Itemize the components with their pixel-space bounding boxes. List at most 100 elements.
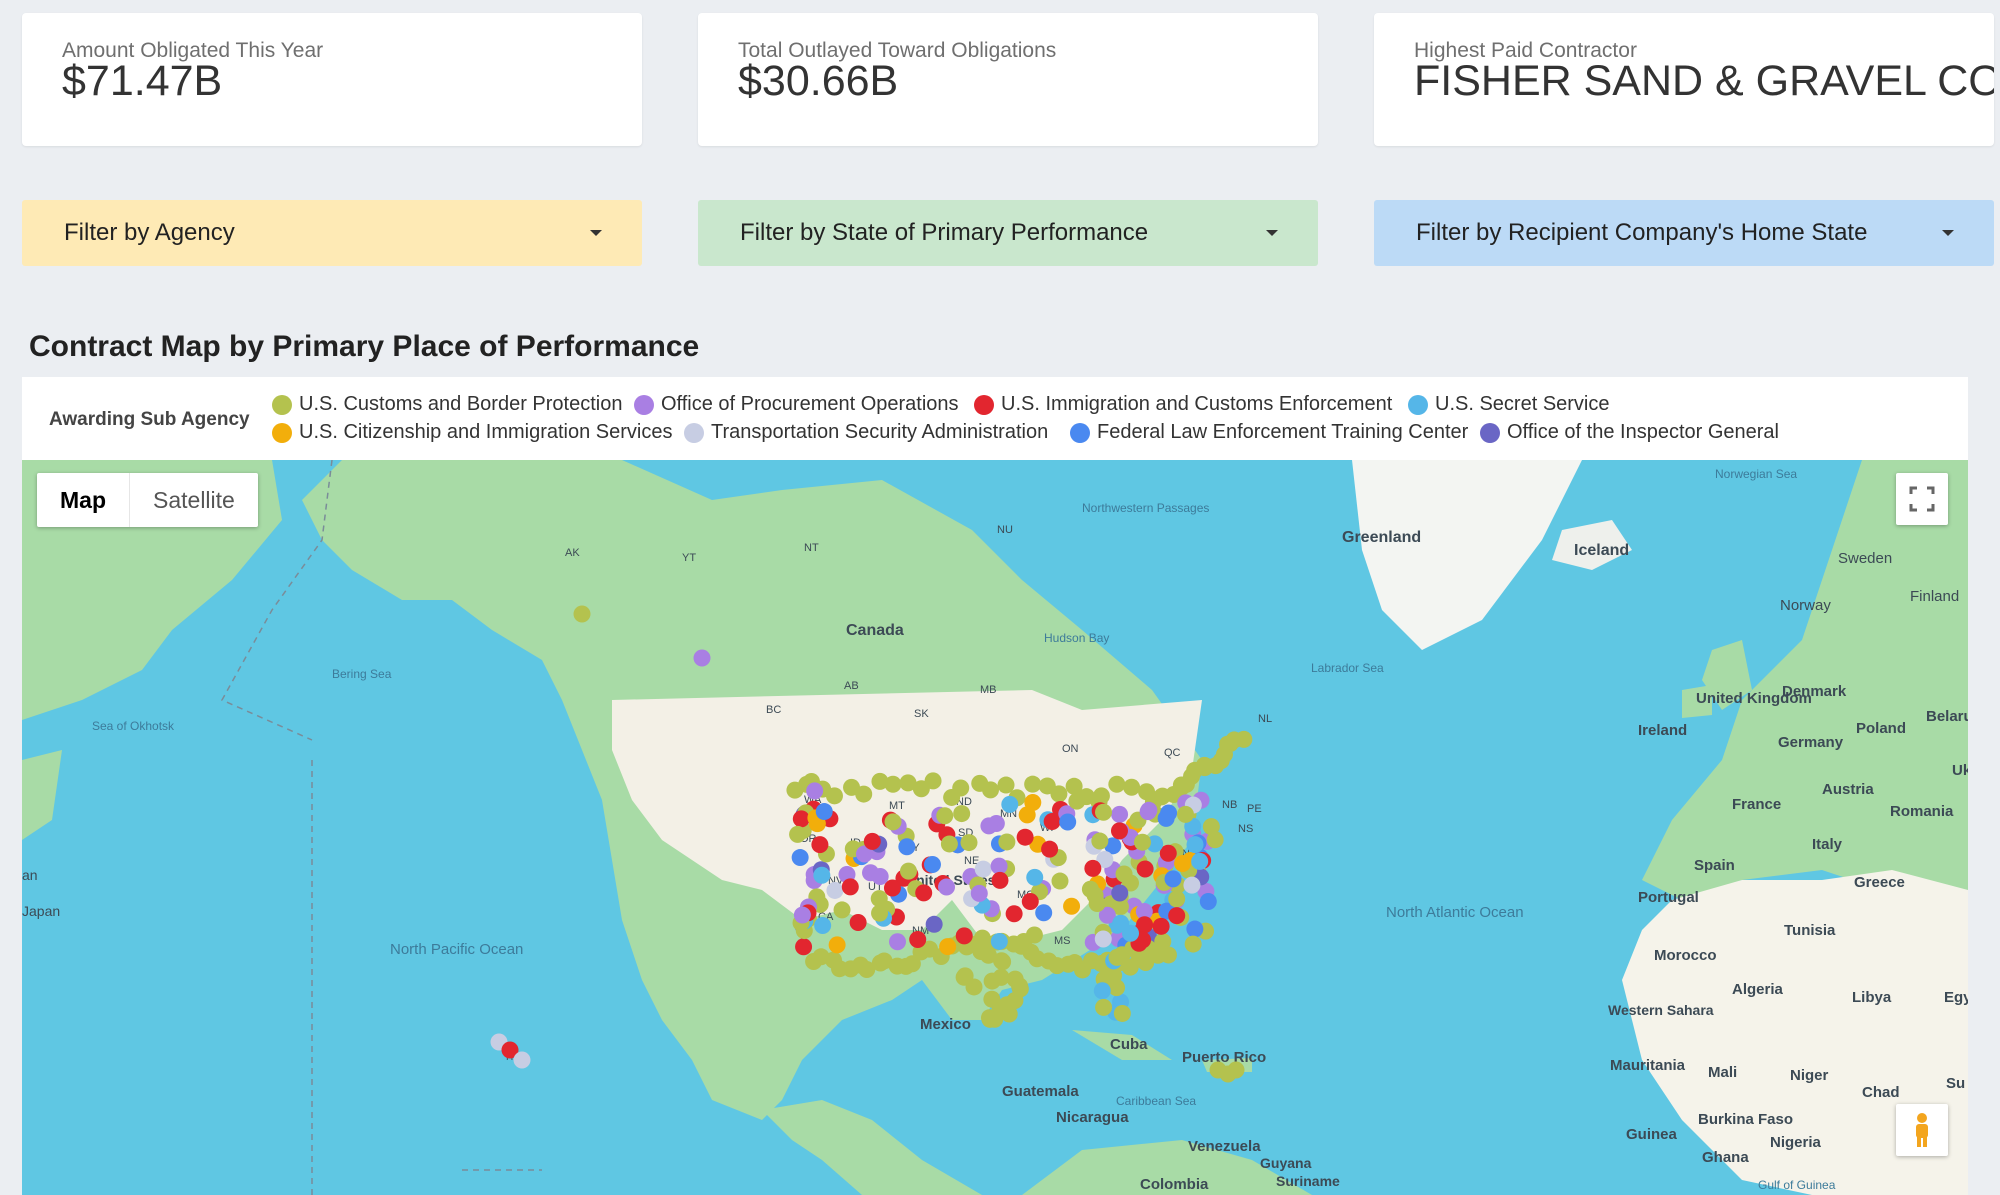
contract-marker [990,932,1008,950]
legend-swatch [272,422,292,443]
map-label: Tunisia [1784,922,1836,939]
map-label: Greece [1854,874,1905,891]
legend-item[interactable]: Federal Law Enforcement Training Center [1070,421,1468,444]
kpi-card-outlayed: Total Outlayed Toward Obligations $30.66… [698,13,1318,146]
contract-marker [814,916,832,934]
performance-state-filter-dropdown[interactable]: Filter by State of Primary Performance [698,200,1318,266]
fullscreen-button[interactable] [1896,473,1948,525]
map-label: Denmark [1782,683,1847,700]
contract-marker [789,825,807,843]
map-label: Portugal [1638,889,1699,906]
map-label: Guatemala [1002,1083,1079,1100]
legend-label: U.S. Customs and Border Protection [299,393,623,415]
contract-marker [1065,777,1083,795]
map-label: Iceland [1574,542,1629,559]
map-type-map-button[interactable]: Map [37,473,130,527]
map-label: BC [766,704,781,716]
map-label: Japan [22,903,60,919]
contract-marker [1191,852,1209,870]
contract-marker [855,845,873,863]
contract-marker [980,817,998,835]
contract-markers [490,605,1253,1083]
map-label: Italy [1812,836,1843,853]
map-label: Norwegian Sea [1715,467,1797,481]
contract-marker [1005,905,1023,923]
legend-swatch [634,394,654,415]
legend-label: U.S. Secret Service [1435,393,1610,415]
contract-marker [909,931,927,949]
legend-swatch [1480,422,1500,443]
legend-item[interactable]: U.S. Secret Service [1408,393,1610,416]
legend-item[interactable]: U.S. Citizenship and Immigration Service… [272,421,672,444]
street-view-button[interactable] [1896,1104,1948,1156]
legend-title: Awarding Sub Agency [49,409,250,430]
map-label: Guinea [1626,1126,1678,1143]
contract-marker [1135,903,1153,921]
contract-map[interactable]: Greenland Iceland Sweden Finland Norway … [22,460,1968,1195]
map-label: Suriname [1276,1173,1340,1189]
contract-marker [939,938,957,956]
map-label: Burkina Faso [1698,1111,1793,1128]
contract-marker [1183,876,1201,894]
legend-label: Office of Procurement Operations [661,393,959,415]
contract-marker [1068,792,1086,810]
legend-label: Transportation Security Administration [711,421,1049,443]
kpi-card-obligated: Amount Obligated This Year $71.47B [22,13,642,146]
contract-marker [1164,870,1182,888]
contract-marker [884,775,902,793]
pegman-icon [1916,1113,1928,1147]
map-label: Norway [1780,597,1831,614]
map-label: Austria [1822,781,1874,798]
contract-marker [1110,822,1128,840]
contract-marker [1098,906,1116,924]
contract-marker [1152,917,1170,935]
contract-marker [1174,855,1192,873]
contract-marker [883,879,901,897]
contract-marker [1184,935,1202,953]
contract-marker [915,884,933,902]
contract-marker [936,807,954,825]
contract-marker [1133,833,1151,851]
contract-marker [991,871,1009,889]
recipient-state-filter-dropdown[interactable]: Filter by Recipient Company's Home State [1374,200,1994,266]
legend-label: Office of the Inspector General [1507,421,1780,443]
map-label: Libya [1852,989,1892,1006]
contract-marker [855,785,873,803]
contract-marker [871,867,889,885]
map-label: Mexico [920,1016,971,1033]
contract-marker [1021,892,1039,910]
kpi-label: Highest Paid Contractor [1414,39,1637,62]
legend-item[interactable]: Transportation Security Administration [684,421,1048,444]
contract-marker [983,972,1001,990]
contract-marker [813,866,831,884]
contract-marker [1088,894,1106,912]
contract-marker [960,834,978,852]
contract-marker [1186,920,1204,938]
map-label: Su [1946,1075,1965,1092]
contract-marker [1227,1061,1245,1079]
kpi-value: $30.66B [738,57,899,105]
caret-down-icon [1266,230,1278,236]
map-label: Colombia [1140,1176,1209,1193]
legend-item[interactable]: Office of Procurement Operations [634,393,959,416]
map-label: Ghana [1702,1149,1749,1166]
legend-item[interactable]: U.S. Immigration and Customs Enforcement [974,393,1392,416]
map-label: Sea of Okhotsk [92,719,175,733]
agency-filter-dropdown[interactable]: Filter by Agency [22,200,642,266]
contract-marker [982,781,1000,799]
legend-label: Federal Law Enforcement Training Center [1097,421,1469,443]
map-label: NB [1222,799,1237,811]
map-label: Nigeria [1770,1134,1822,1151]
map-label: NL [1258,713,1272,725]
legend-item[interactable]: Office of the Inspector General [1480,421,1779,444]
legend-swatch [684,422,704,443]
contract-marker [1051,872,1069,890]
contract-marker [1095,998,1113,1016]
legend-item[interactable]: U.S. Customs and Border Protection [272,393,622,416]
kpi-label: Amount Obligated This Year [62,39,324,62]
map-type-satellite-button[interactable]: Satellite [153,486,235,513]
map-label: Puerto Rico [1182,1049,1266,1066]
contract-marker [795,938,813,956]
contract-marker [953,805,971,823]
contract-marker [513,1051,531,1069]
